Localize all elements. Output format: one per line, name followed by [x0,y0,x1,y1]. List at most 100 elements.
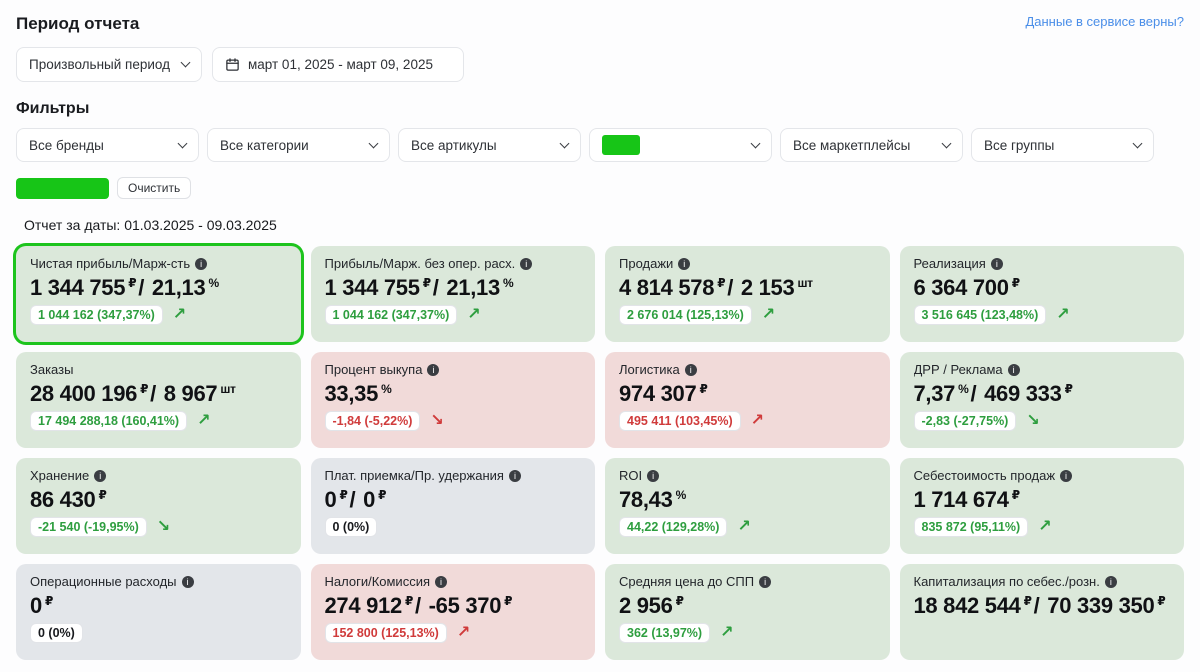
metric-card[interactable]: Себестоимость продаж i 1 714 674 ₽ 835 872 (… [899,458,1184,554]
metric-value: 1 344 755 ₽/ 21,13% [324,275,514,300]
metric-card[interactable]: Плат. приемка/Пр. удержания i 0 ₽/ 0 ₽ 0 (0%) [310,458,595,554]
trend-up-icon: ↗ [456,624,471,642]
info-icon[interactable]: i [181,575,194,588]
metric-card[interactable]: Операционные расходы i 0 ₽ 0 (0%) [16,564,301,660]
report-dates: Отчет за даты: 01.03.2025 - 09.03.2025 [24,217,1184,233]
filter-value: Все артикулы [411,137,497,153]
metric-value: 6 364 700 ₽ [913,275,1021,300]
filter-value: Все маркетплейсы [793,137,911,153]
delta-badge: 2 676 014 (125,13%) [619,305,752,326]
filters-row: Все бренды Все категории Все артикулы Вс… [16,128,1184,162]
chevron-down-icon [941,138,952,148]
metric-value: 78,43% [619,487,686,512]
info-icon[interactable]: i [1104,575,1117,588]
delta-badge: 3 516 645 (123,48%) [913,305,1047,326]
filter-brands[interactable]: Все бренды [16,128,199,162]
filter-categories[interactable]: Все категории [207,128,390,162]
metric-title: ROI i [619,468,876,483]
info-icon[interactable]: i [195,257,208,270]
info-icon[interactable]: i [647,469,660,482]
metric-title: Налоги/Комиссия i [325,574,582,589]
metric-card[interactable]: Хранение i 86 430 ₽ -21 540 (-19,95%) ↘ [16,458,301,554]
period-title: Период отчета [16,14,140,33]
trend-up-icon: ↗ [761,306,776,324]
info-icon[interactable]: i [678,257,691,270]
metric-delta-row: 3 516 645 (123,48%) ↗ [913,305,1171,326]
metric-value: 33,35% [324,381,392,406]
chevron-down-icon [1132,138,1143,148]
clear-filters-button[interactable]: Очистить [117,177,192,199]
metrics-grid: Чистая прибыль/Марж-сть i 1 344 755 ₽/ 21,1… [16,246,1184,660]
metric-value: 0 ₽/ 0 ₽ [324,487,387,512]
metric-title: Чистая прибыль/Марж-сть i [30,256,287,271]
filter-marketplaces[interactable]: Все маркетплейсы [780,128,963,162]
redacted-block[interactable] [16,177,109,199]
delta-badge: 17 494 288,18 (160,41%) [30,411,188,432]
info-icon[interactable]: i [427,363,440,376]
report-dates-text: Отчет за даты: 01.03.2025 - 09.03.2025 [24,217,277,233]
metric-card[interactable]: Процент выкупа i 33,35% -1,84 (-5,22%) ↘ [310,352,595,448]
metric-card[interactable]: Заказы 28 400 196 ₽/ 8 967 шт 17 494 288,18 … [16,352,301,448]
metric-card[interactable]: Логистика i 974 307 ₽ 495 411 (103,45%) ↗ [605,352,890,448]
info-icon[interactable]: i [508,469,521,482]
metric-card[interactable]: Прибыль/Марж. без опер. расх. i 1 344 755 ₽… [310,246,595,342]
trend-up-icon: ↗ [737,518,751,536]
filter-articles[interactable]: Все артикулы [398,128,581,162]
trend-up-icon: ↗ [1038,518,1052,536]
metric-value: 274 912 ₽/ -65 370 ₽ [324,593,513,618]
filter-value: Все группы [984,137,1055,153]
filters-title: Фильтры [16,100,90,117]
info-icon[interactable]: i [759,575,772,588]
filter-value: Все категории [220,137,309,153]
metric-title: Процент выкупа i [325,362,582,377]
metric-card[interactable]: Чистая прибыль/Марж-сть i 1 344 755 ₽/ 21,1… [16,246,301,342]
metric-card[interactable]: ROI i 78,43% 44,22 (129,28%) ↗ [605,458,890,554]
metric-card[interactable]: Реализация i 6 364 700 ₽ 3 516 645 (123,48%)… [899,246,1184,342]
delta-badge: 1 044 162 (347,37%) [324,305,458,326]
metric-card[interactable]: ДРР / Реклама i 7,37 %/ 469 333 ₽ -2,83 (-27,… [899,352,1184,448]
metric-card[interactable]: Средняя цена до СПП i 2 956 ₽ 362 (13,97%) ↗ [605,564,890,660]
filter-groups[interactable]: Все группы [971,128,1154,162]
metric-title: Плат. приемка/Пр. удержания i [325,468,582,483]
metric-card[interactable]: Продажи i 4 814 578 ₽/ 2 153 шт 2 676 014 (12… [605,246,890,342]
metric-delta-row: 1 044 162 (347,37%) ↗ [30,305,287,326]
filter-value: Все бренды [29,137,104,153]
metric-delta-row: 362 (13,97%) ↗ [619,623,876,644]
chevron-down-icon [750,138,761,148]
info-icon[interactable]: i [94,469,107,482]
info-icon[interactable]: i [520,257,533,270]
metric-card[interactable]: Налоги/Комиссия i 274 912 ₽/ -65 370 ₽ 152 80… [310,564,595,660]
period-select-value: Произвольный период [29,57,170,72]
metric-delta-row: 2 676 014 (125,13%) ↗ [619,305,876,326]
metric-delta-row: -2,83 (-27,75%) ↘ [913,411,1171,432]
redacted-block [602,135,640,155]
delta-badge: -21 540 (-19,95%) [30,517,147,538]
metric-delta-row: 0 (0%) [324,517,582,538]
metric-delta-row: 835 872 (95,11%) ↗ [913,517,1171,538]
trend-down-icon: ↘ [156,518,171,536]
info-icon[interactable]: i [990,257,1003,270]
info-icon[interactable]: i [684,363,697,376]
chevron-down-icon [559,138,570,148]
period-select[interactable]: Произвольный период [16,47,202,82]
metric-card[interactable]: Капитализация по себес./розн. i 18 842 544… [899,564,1184,660]
info-icon[interactable]: i [1007,363,1020,376]
metric-title: Продажи i [619,256,876,271]
metric-title: Операционные расходы i [30,574,287,589]
chevron-down-icon [368,138,379,148]
metric-value: 28 400 196 ₽/ 8 967 шт [30,381,236,406]
metric-title: Средняя цена до СПП i [619,574,876,589]
info-icon[interactable]: i [435,575,447,588]
delta-badge: 0 (0%) [30,623,83,644]
delta-badge: 1 044 162 (347,37%) [30,305,163,326]
metric-delta-row: -21 540 (-19,95%) ↘ [30,517,287,538]
metric-delta-row: 152 800 (125,13%) ↗ [324,623,582,644]
metric-title: ДРР / Реклама i [914,362,1171,377]
trend-up-icon: ↗ [197,412,211,430]
metric-value: 7,37 %/ 469 333 ₽ [913,381,1073,406]
date-range-picker[interactable]: март 01, 2025 - март 09, 2025 [212,47,464,82]
filter-redacted[interactable] [589,128,772,162]
data-verify-link[interactable]: Данные в сервисе верны? [1025,14,1184,29]
info-icon[interactable]: i [1060,469,1073,482]
